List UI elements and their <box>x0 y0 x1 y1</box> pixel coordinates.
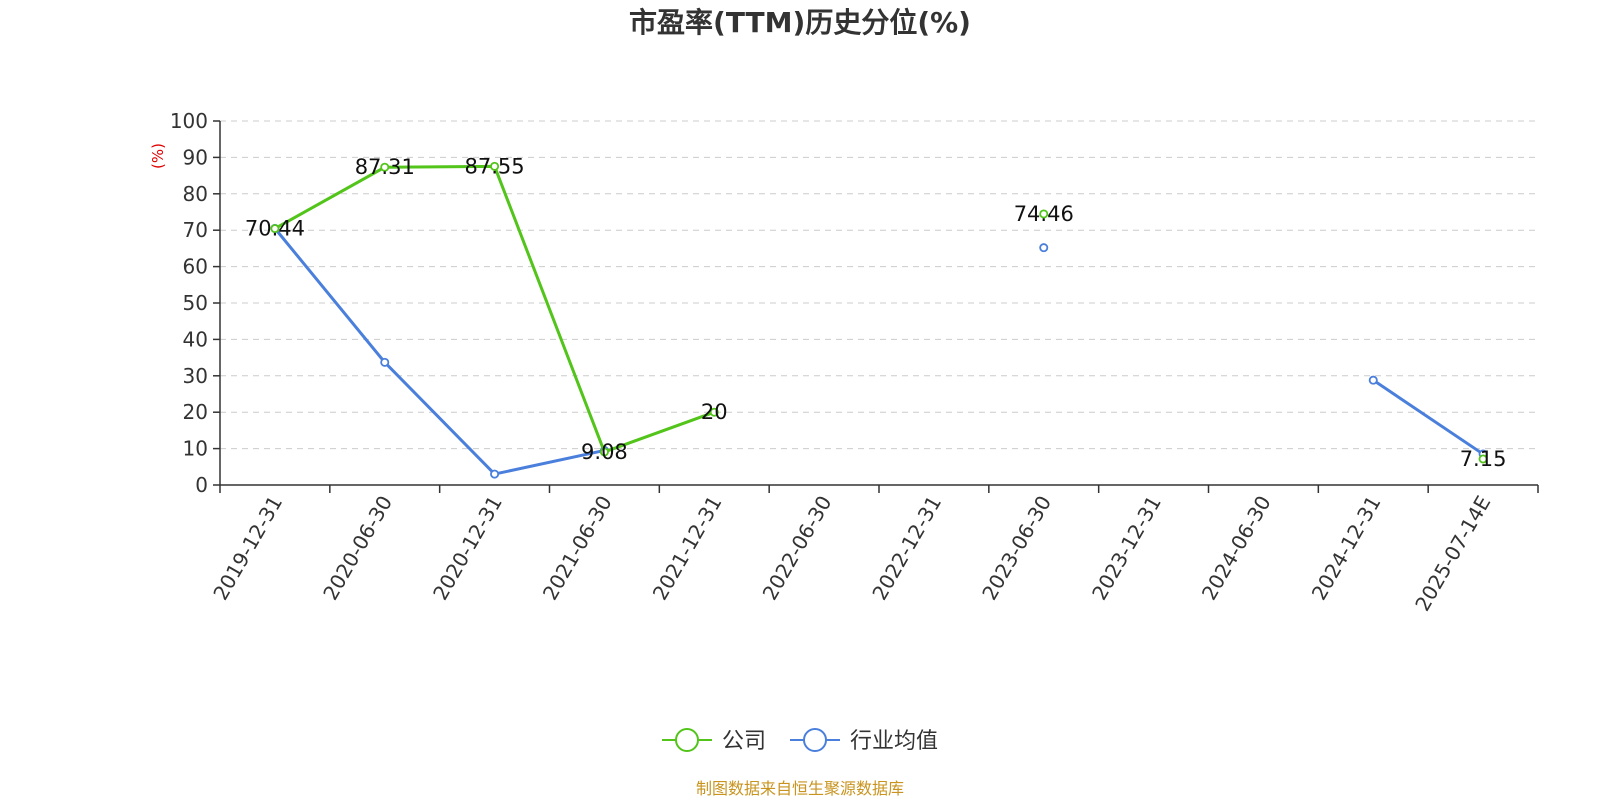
y-tick-label: 0 <box>195 473 208 497</box>
x-tick-label: 2024-06-30 <box>1197 492 1276 605</box>
data-point[interactable] <box>490 469 500 479</box>
y-tick-label: 70 <box>183 218 208 242</box>
series-line <box>273 227 605 476</box>
data-point[interactable] <box>490 161 500 171</box>
data-point[interactable] <box>599 447 609 457</box>
x-tick-label: 2022-06-30 <box>758 492 837 605</box>
y-tick-label: 10 <box>183 437 208 461</box>
grid-lines <box>220 120 1538 450</box>
x-tick-label: 2019-12-31 <box>208 492 287 605</box>
axes <box>219 121 1538 486</box>
data-point[interactable] <box>1039 209 1049 219</box>
y-tick-label: 50 <box>183 291 208 315</box>
x-tick-label: 2023-06-30 <box>977 492 1056 605</box>
x-tick-label: 2020-06-30 <box>318 492 397 605</box>
source-note: 制图数据来自恒生聚源数据库 <box>696 779 904 798</box>
x-tick-label: 2021-06-30 <box>538 492 617 605</box>
y-axis-unit: (%) <box>149 143 167 169</box>
x-tick-label: 2024-12-31 <box>1307 492 1386 605</box>
data-point[interactable] <box>1039 243 1049 253</box>
data-point[interactable] <box>1478 454 1488 464</box>
x-tick-label: 2021-12-31 <box>648 492 727 605</box>
legend-label: 行业均值 <box>850 729 938 754</box>
data-point[interactable] <box>709 407 719 417</box>
legend-item-1[interactable]: 行业均值 <box>790 728 938 754</box>
y-tick-label: 80 <box>183 182 208 206</box>
data-point[interactable] <box>380 357 390 367</box>
data-label: 20 <box>701 400 728 424</box>
y-tick-label: 30 <box>183 364 208 388</box>
legend-marker <box>675 728 699 752</box>
series-0 <box>270 161 1488 464</box>
x-tick-label: 2020-12-31 <box>428 492 507 605</box>
x-tick-label: 2025-07-14E <box>1410 492 1495 616</box>
data-labels: 70.44 87.31 87.55 9.08 20 74.46 7.15 <box>245 154 1507 471</box>
legend[interactable]: 公司 行业均值 <box>662 728 938 754</box>
y-tick-label: 100 <box>170 109 208 133</box>
x-axis-ticks: 2019-12-31 2020-06-30 2020-12-31 2021-06-30… <box>208 485 1539 616</box>
chart-title: 市盈率(TTM)历史分位(%) <box>629 6 971 39</box>
data-point[interactable] <box>380 162 390 172</box>
series-1 <box>270 223 1488 479</box>
y-tick-label: 20 <box>183 400 208 424</box>
y-tick-label: 40 <box>183 327 208 351</box>
data-label: 74.46 <box>1014 202 1074 226</box>
series-line <box>1372 378 1484 456</box>
data-label: 9.08 <box>581 440 628 464</box>
data-label: 87.31 <box>355 155 415 179</box>
data-point[interactable] <box>270 224 280 234</box>
legend-marker <box>803 728 827 752</box>
data-point[interactable] <box>1368 375 1378 385</box>
y-tick-label: 90 <box>183 145 208 169</box>
x-tick-label: 2023-12-31 <box>1087 492 1166 605</box>
data-label: 7.15 <box>1460 447 1507 471</box>
series-layer <box>270 161 1488 479</box>
y-tick-label: 60 <box>183 255 208 279</box>
legend-label: 公司 <box>722 729 766 754</box>
data-label: 70.44 <box>245 217 305 241</box>
x-tick-label: 2022-12-31 <box>867 492 946 605</box>
data-label: 87.55 <box>465 154 525 178</box>
y-axis-ticks: 0 10 20 30 40 50 60 70 80 90 100 <box>170 109 220 497</box>
legend-item-0[interactable]: 公司 <box>662 728 766 754</box>
